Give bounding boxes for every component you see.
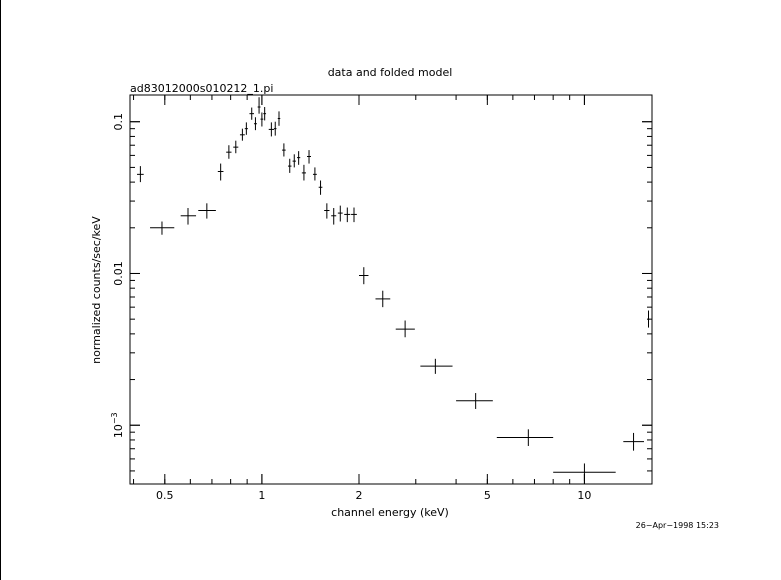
data-point <box>249 107 254 120</box>
data-point <box>217 163 224 181</box>
x-axis-label: channel energy (keV) <box>331 506 449 519</box>
data-point <box>273 121 277 136</box>
data-point <box>553 463 616 481</box>
data-point <box>282 143 286 157</box>
data-point <box>351 207 357 223</box>
y-tick-label: 0.01 <box>112 261 125 286</box>
x-tick-label: 1 <box>258 489 265 502</box>
data-point <box>244 122 248 135</box>
x-tick-label: 10 <box>577 489 591 502</box>
data-point <box>358 267 369 285</box>
data-point <box>226 145 232 159</box>
x-tick-label: 2 <box>355 489 362 502</box>
window-left-edge <box>0 0 1 580</box>
data-point <box>257 97 261 114</box>
data-point <box>647 310 650 328</box>
data-point <box>312 167 317 181</box>
data-point <box>180 208 197 225</box>
data-point <box>337 205 343 222</box>
data-point <box>137 166 144 183</box>
data-points <box>137 97 650 481</box>
data-point <box>233 140 239 154</box>
data-point <box>292 154 296 168</box>
data-point <box>331 208 337 225</box>
plot-frame <box>129 94 653 485</box>
chart-subtitle: ad83012000s010212_1.pi <box>130 82 273 95</box>
y-axis-ticks: 0.1 0.01 10−3 <box>110 113 652 438</box>
data-point <box>375 290 391 308</box>
data-point <box>623 432 644 451</box>
data-point <box>324 203 330 219</box>
data-point <box>260 112 264 127</box>
data-point <box>277 111 281 126</box>
data-point <box>420 358 453 374</box>
data-point <box>150 221 175 235</box>
x-axis-ticks: 0.5 1 2 5 10 <box>156 95 591 502</box>
data-point <box>239 128 245 141</box>
data-point <box>268 122 274 137</box>
y-tick-label: 0.1 <box>112 113 125 130</box>
data-point <box>318 180 323 195</box>
data-point <box>344 207 351 223</box>
x-tick-label: 5 <box>484 489 491 502</box>
data-point <box>456 393 493 409</box>
data-point <box>307 150 312 164</box>
timestamp: 26−Apr−1998 15:23 <box>636 521 719 530</box>
data-point <box>263 107 267 121</box>
data-point <box>198 203 216 219</box>
data-point <box>301 164 306 181</box>
chart-title: data and folded model <box>328 66 453 79</box>
data-point <box>395 320 415 338</box>
y-axis-label: normalized counts/sec/keV <box>90 216 103 364</box>
data-point <box>253 117 257 131</box>
data-point <box>496 429 554 446</box>
data-point <box>297 151 301 165</box>
x-tick-label: 0.5 <box>156 489 174 502</box>
y-tick-exponent: −3 <box>110 412 119 424</box>
minor-ticks <box>130 95 652 484</box>
y-tick-label: 10−3 <box>110 412 125 438</box>
data-point <box>288 158 292 173</box>
